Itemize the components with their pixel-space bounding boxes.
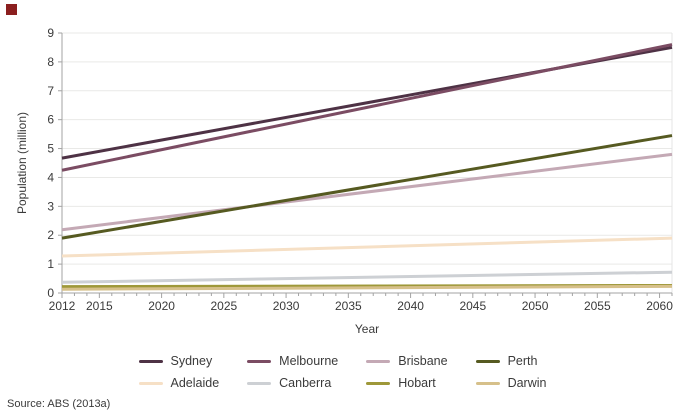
y-tick-label: 5: [47, 142, 54, 156]
y-tick-label: 3: [47, 199, 54, 213]
legend-label-adelaide: Adelaide: [170, 376, 220, 390]
series-line-canberra: [61, 270, 673, 284]
legend-swatch-brisbane: [366, 359, 391, 363]
x-tick-label: 2012: [49, 299, 76, 313]
y-tick-label: 2: [47, 228, 54, 242]
legend-label-canberra: Canberra: [279, 376, 332, 390]
legend-swatch-sydney: [138, 359, 163, 363]
legend-swatch-hobart: [366, 381, 391, 385]
legend-label-hobart: Hobart: [398, 376, 436, 390]
series-line-brisbane: [61, 152, 673, 232]
legend: Sydney Melbourne Brisbane Perth Adelaide…: [0, 351, 685, 393]
legend-item-darwin: Darwin: [475, 373, 547, 393]
legend-swatch-melbourne: [247, 359, 272, 363]
y-tick-label: 6: [47, 113, 54, 127]
x-tick-label: 2040: [397, 299, 424, 313]
page-corner-marker: [6, 4, 17, 15]
y-tick-label: 7: [47, 84, 54, 98]
legend-label-melbourne: Melbourne: [279, 354, 339, 368]
population-chart: 0 1 2 3 4 5 6 7 8 9 2012 2015 2020 2025 2030 2035 2040 20…: [47, 26, 673, 313]
legend-grid: Sydney Melbourne Brisbane Perth Adelaide…: [138, 351, 547, 393]
legend-item-hobart: Hobart: [366, 373, 447, 393]
legend-swatch-adelaide: [138, 381, 163, 385]
x-tick-label: 2045: [459, 299, 486, 313]
legend-swatch-perth: [475, 359, 500, 363]
legend-label-darwin: Darwin: [507, 376, 547, 390]
y-tick-label: 8: [47, 55, 54, 69]
series-line-adelaide: [61, 236, 673, 258]
legend-item-perth: Perth: [475, 351, 547, 371]
legend-item-canberra: Canberra: [247, 373, 338, 393]
legend-label-brisbane: Brisbane: [398, 354, 448, 368]
y-tick-label: 9: [47, 26, 54, 40]
x-tick-label: 2025: [210, 299, 237, 313]
legend-item-melbourne: Melbourne: [247, 351, 338, 371]
legend-item-adelaide: Adelaide: [138, 373, 220, 393]
x-tick-label: 2015: [86, 299, 113, 313]
x-tick-label: 2030: [273, 299, 300, 313]
legend-swatch-darwin: [475, 381, 500, 385]
legend-item-sydney: Sydney: [138, 351, 220, 371]
legend-swatch-canberra: [247, 381, 272, 385]
y-tick-label: 1: [47, 257, 54, 271]
series-line-darwin: [61, 284, 673, 291]
legend-item-brisbane: Brisbane: [366, 351, 448, 371]
x-tick-label: 2055: [584, 299, 611, 313]
source-note: Source: ABS (2013a): [7, 398, 111, 410]
legend-label-sydney: Sydney: [170, 354, 213, 368]
series-line-melbourne: [61, 43, 673, 172]
y-tick-label: 0: [47, 286, 54, 300]
x-axis-title: Year: [354, 322, 380, 336]
x-tick-label: 2035: [335, 299, 362, 313]
y-axis-title: Population (million): [15, 111, 29, 215]
y-tick-label: 4: [47, 170, 54, 184]
x-tick-label: 2020: [148, 299, 175, 313]
series-line-perth: [61, 134, 673, 240]
x-tick-label: 2060: [646, 299, 673, 313]
legend-label-perth: Perth: [507, 354, 538, 368]
x-tick-label: 2050: [522, 299, 549, 313]
